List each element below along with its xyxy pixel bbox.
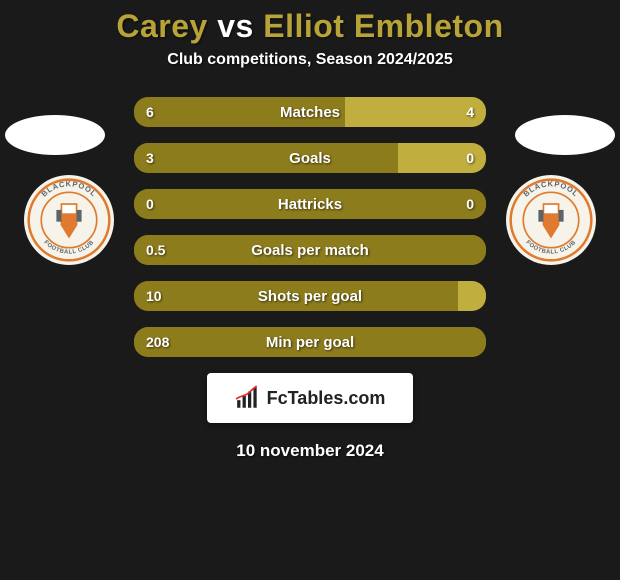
branding-badge: FcTables.com bbox=[207, 373, 413, 423]
bar-left bbox=[134, 327, 486, 357]
comparison-infographic: Carey vs Elliot Embleton Club competitio… bbox=[0, 0, 620, 580]
stat-row: 208Min per goal bbox=[134, 327, 486, 357]
title-vs: vs bbox=[217, 8, 254, 44]
blackpool-badge-icon: BLACKPOOL FOOTBALL CLUB bbox=[27, 178, 111, 262]
page-title: Carey vs Elliot Embleton bbox=[0, 8, 620, 45]
bar-left bbox=[134, 189, 486, 219]
title-player2: Elliot Embleton bbox=[263, 8, 503, 44]
chart-bars-icon bbox=[235, 385, 261, 411]
blackpool-badge-icon: BLACKPOOL FOOTBALL CLUB bbox=[509, 178, 593, 262]
bar-left bbox=[134, 143, 398, 173]
stat-row: 0.5Goals per match bbox=[134, 235, 486, 265]
player-silhouette-right bbox=[510, 115, 620, 175]
date-line: 10 november 2024 bbox=[0, 441, 620, 461]
bar-right bbox=[398, 143, 486, 173]
club-badge-left: BLACKPOOL FOOTBALL CLUB bbox=[24, 175, 114, 265]
branding-text: FcTables.com bbox=[267, 388, 386, 409]
subtitle: Club competitions, Season 2024/2025 bbox=[0, 51, 620, 69]
bar-left bbox=[134, 235, 486, 265]
title-player1: Carey bbox=[116, 8, 207, 44]
player-silhouette-left bbox=[0, 115, 110, 175]
bar-left bbox=[134, 281, 458, 311]
bar-right bbox=[345, 97, 486, 127]
silhouette-ellipse-icon bbox=[5, 115, 105, 155]
bar-right bbox=[458, 281, 486, 311]
stat-row: 64Matches bbox=[134, 97, 486, 127]
stat-row: 10Shots per goal bbox=[134, 281, 486, 311]
stat-rows: 64Matches 30Goals 00Hattricks 0.5Goals per … bbox=[134, 97, 486, 357]
stat-row: 30Goals bbox=[134, 143, 486, 173]
stat-row: 00Hattricks bbox=[134, 189, 486, 219]
bar-left bbox=[134, 97, 345, 127]
silhouette-ellipse-icon bbox=[515, 115, 615, 155]
club-badge-right: BLACKPOOL FOOTBALL CLUB bbox=[506, 175, 596, 265]
